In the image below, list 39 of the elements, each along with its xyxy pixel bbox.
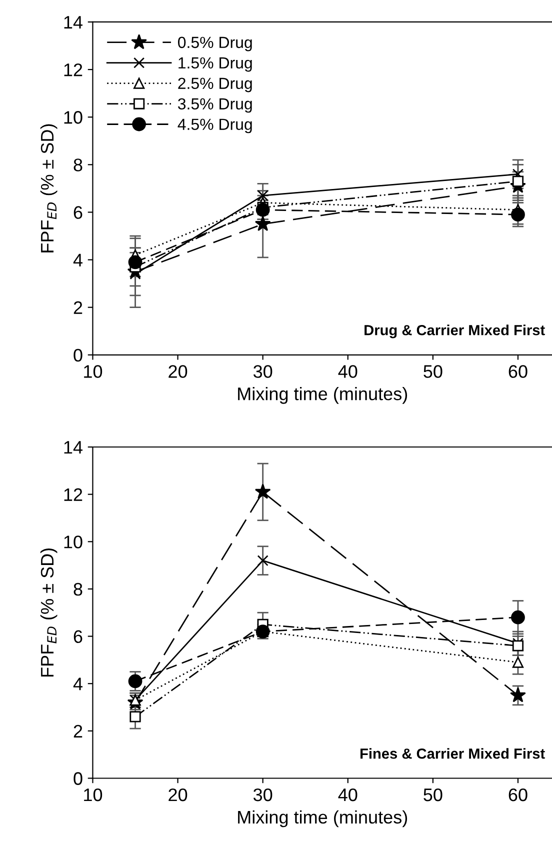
legend-label: 2.5% Drug: [178, 78, 252, 92]
y-tick-label: 0: [74, 348, 82, 362]
y-tick-label: 2: [74, 301, 82, 314]
legend-label: 0.5% Drug: [178, 36, 252, 52]
legend-label: 3.5% Drug: [178, 98, 252, 113]
x-tick-label: 20: [168, 365, 188, 378]
x-tick-label: 50: [424, 788, 442, 802]
y-axis-title: FPF$_{ED}$ (% ± SD): [40, 548, 58, 677]
y-tick-label: 8: [74, 582, 82, 596]
x-tick-label: 60: [508, 788, 528, 802]
y-tick-label: 12: [64, 488, 82, 501]
y-tick-label: 8: [74, 158, 82, 172]
x-axis-title: Mixing time (minutes): [238, 810, 408, 828]
y-tick-label: 6: [74, 630, 82, 644]
x-tick-label: 10: [84, 365, 102, 378]
x-axis-title: Mixing time (minutes): [238, 387, 408, 404]
annotation: Fines & Carrier Mixed First: [360, 748, 545, 759]
y-tick-label: 12: [64, 63, 82, 76]
x-tick-label: 50: [424, 365, 442, 378]
y-axis-title: FPF$_{ED}$ (% ± SD): [40, 124, 58, 252]
x-tick-label: 20: [168, 788, 188, 802]
x-tick-label: 40: [338, 788, 358, 802]
x-tick-label: 30: [253, 365, 272, 378]
y-tick-label: 6: [74, 206, 82, 219]
y-tick-label: 14: [64, 16, 82, 29]
annotation: Drug & Carrier Mixed First: [364, 324, 545, 338]
y-tick-label: 2: [74, 724, 82, 738]
y-tick-label: 4: [73, 254, 82, 266]
legend-label: 1.5% Drug: [178, 57, 252, 72]
legend-label: 4.5% Drug: [178, 118, 252, 134]
y-tick-label: 10: [64, 536, 82, 548]
x-tick-label: 30: [253, 788, 272, 802]
x-tick-label: 60: [508, 365, 528, 378]
x-tick-label: 10: [84, 788, 102, 802]
y-tick-label: 10: [64, 111, 82, 124]
y-tick-label: 0: [74, 772, 82, 785]
y-tick-label: 4: [73, 678, 82, 690]
x-tick-label: 40: [338, 365, 358, 378]
y-tick-label: 14: [64, 441, 82, 454]
